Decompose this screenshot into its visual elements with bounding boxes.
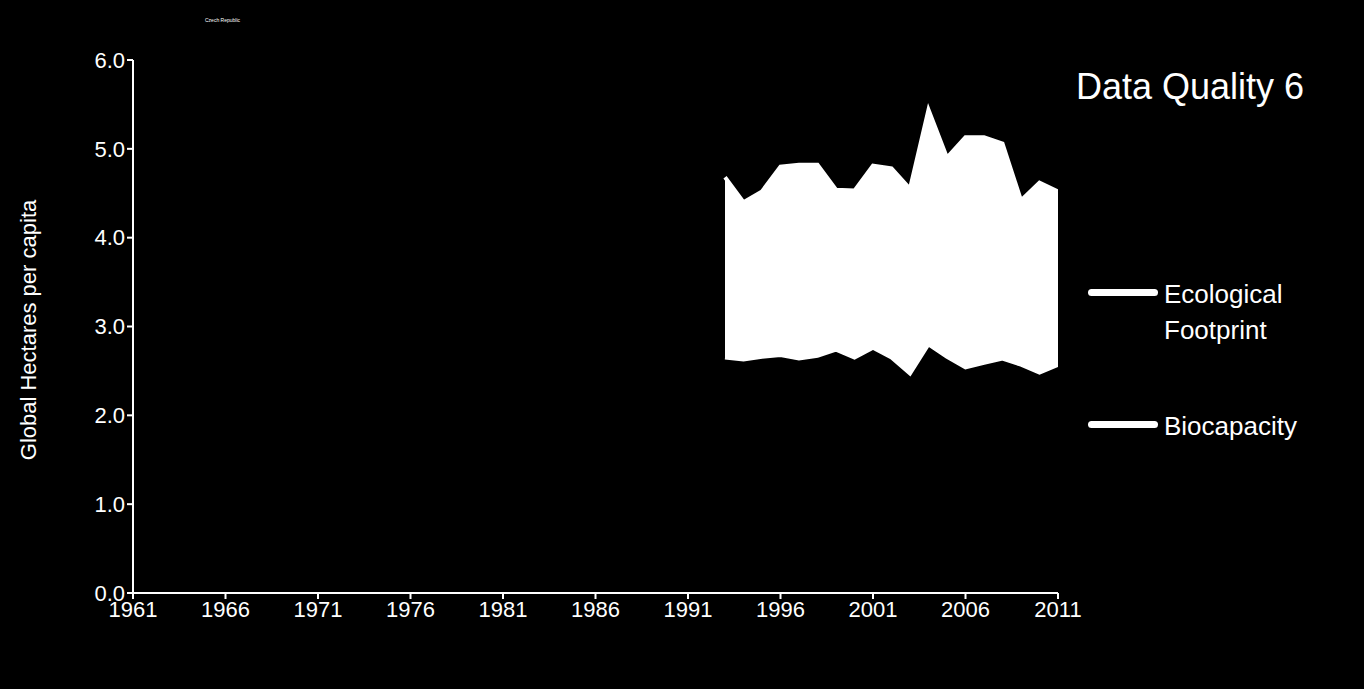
html-text:Ecological Footprint: Ecological Footprint [1164,279,1283,345]
html-text:Biocapacity: Biocapacity [1164,411,1297,441]
html-text:Czech Republic: Czech Republic [205,17,240,23]
html-text:Global Hectares per capita: Global Hectares per capita [16,199,41,461]
svg-text:1991: 1991 [664,597,713,622]
svg-text:1996: 1996 [756,597,805,622]
svg-text:4.0: 4.0 [94,225,125,250]
svg-text:0.0: 0.0 [94,581,125,606]
svg-text:2001: 2001 [849,597,898,622]
svg-text:1961: 1961 [108,596,158,622]
svg-text:1981: 1981 [479,597,528,622]
svg-text:1966: 1966 [201,597,250,622]
svg-text:3.0: 3.0 [94,314,125,339]
svg-text:5.0: 5.0 [94,137,125,162]
svg-text:1971: 1971 [294,597,343,622]
svg-text:1976: 1976 [386,597,435,622]
svg-text:2.0: 2.0 [94,403,125,428]
svg-text:6.0: 6.0 [94,48,125,73]
svg-text:2011: 2011 [1034,597,1081,622]
html-text:Data Quality 6: Data Quality 6 [1075,66,1305,107]
svg-text:2006: 2006 [941,597,990,622]
svg-text:1986: 1986 [571,597,620,622]
svg-text:1.0: 1.0 [94,492,125,517]
